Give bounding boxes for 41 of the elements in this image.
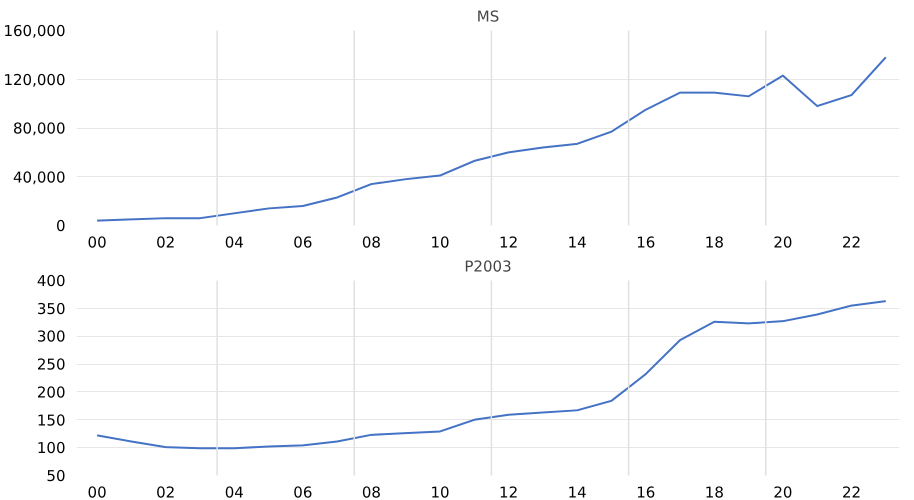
x-tick-label: 06	[293, 484, 312, 500]
y-tick-label: 200	[36, 383, 66, 402]
y-tick-label: 80,000	[13, 120, 66, 138]
x-tick-label: 20	[773, 234, 792, 252]
x-tick-label: 20	[773, 484, 792, 500]
x-tick-label: 08	[362, 234, 381, 252]
x-tick-label: 02	[156, 484, 176, 500]
x-tick-label: 04	[224, 484, 244, 500]
x-tick-label: 12	[499, 234, 518, 252]
x-tick-label: 00	[88, 484, 107, 500]
x-tick-label: 10	[430, 484, 450, 500]
y-tick-label: 40,000	[13, 168, 66, 186]
y-tick-label: 250	[36, 356, 66, 374]
x-tick-label: 14	[568, 234, 587, 252]
x-tick-label: 04	[224, 234, 244, 252]
y-tick-label: 0	[56, 217, 66, 235]
y-tick-label: 400	[36, 272, 66, 290]
x-tick-label: 14	[568, 484, 587, 500]
x-tick-label: 06	[293, 234, 312, 252]
chart-title: MS	[476, 8, 500, 26]
x-tick-label: 02	[156, 234, 176, 252]
x-tick-label: 08	[362, 484, 381, 500]
y-tick-label: 150	[36, 411, 66, 430]
line-series	[96, 300, 887, 450]
x-tick-label: 00	[88, 234, 107, 252]
y-tick-label: 120,000	[3, 70, 66, 89]
y-tick-label: 50	[46, 467, 66, 485]
x-tick-label: 10	[430, 234, 450, 252]
x-tick-label: 18	[704, 234, 724, 252]
y-tick-label: 350	[36, 300, 66, 318]
line-series	[96, 56, 887, 222]
x-tick-label: 22	[842, 234, 862, 252]
y-tick-label: 300	[36, 328, 66, 346]
y-tick-label: 160,000	[3, 22, 66, 40]
x-tick-label: 16	[636, 234, 656, 252]
x-tick-label: 16	[636, 484, 656, 500]
chart-title: P2003	[464, 258, 512, 276]
x-tick-label: 12	[499, 484, 518, 500]
x-tick-label: 22	[842, 484, 862, 500]
x-tick-label: 18	[704, 484, 724, 500]
y-tick-label: 100	[36, 439, 66, 458]
